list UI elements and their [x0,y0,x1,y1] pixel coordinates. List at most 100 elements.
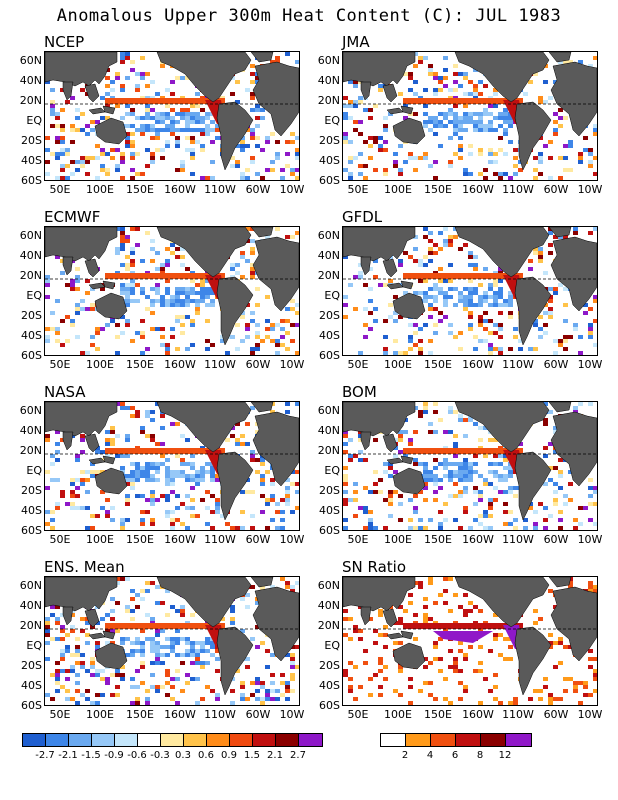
anomaly-cell [135,470,140,474]
anomaly-cell [588,589,593,593]
anomaly-cell [185,299,190,303]
anomaly-cell [413,510,418,514]
anomaly-cell [290,661,295,665]
anomaly-cell [448,462,453,466]
land-mass [386,632,404,640]
anomaly-cell [508,474,513,478]
anomaly-cell [448,239,453,243]
anomaly-cell [403,430,408,434]
anomaly-cell [65,315,70,319]
anomaly-cell [130,641,135,645]
anomaly-cell [140,331,145,335]
anomaly-cell [240,693,245,697]
anomaly-cell [593,343,597,347]
anomaly-cell [170,299,175,303]
equatorial-warm-band [105,448,225,454]
anomaly-cell [195,514,200,518]
anomaly-cell [95,331,100,335]
anomaly-cell [413,92,418,96]
anomaly-cell [363,176,368,180]
anomaly-cell [438,311,443,315]
latitude-label: 60S [21,174,42,187]
anomaly-cell [433,323,438,327]
anomaly-cell [170,108,175,112]
anomaly-cell [383,283,388,287]
map-panel: JMA 60N 40N 20N EQ 20S 40S 60S 50E 100E 150E 160W 11… [298,33,603,203]
anomaly-cell [170,518,175,522]
anomaly-cell [543,482,548,486]
anomaly-cell [170,490,175,494]
anomaly-cell [548,96,553,100]
anomaly-cell [433,641,438,645]
anomaly-cell [503,522,508,526]
anomaly-cell [503,132,508,136]
anomaly-cell [538,100,543,104]
anomaly-cell [433,243,438,247]
anomaly-cell [433,120,438,124]
anomaly-cell [115,227,120,231]
anomaly-cell [250,323,255,327]
anomaly-cell [175,144,180,148]
anomaly-cell [513,526,518,530]
anomaly-cell [150,116,155,120]
anomaly-cell [573,231,578,235]
anomaly-cell [170,422,175,426]
longitude-label: 110W [502,533,534,546]
anomaly-cell [230,263,235,267]
anomaly-cell [423,406,428,410]
anomaly-cell [55,152,60,156]
anomaly-cell [130,339,135,343]
anomaly-cell [358,470,363,474]
anomaly-cell [343,498,348,502]
anomaly-cell [125,486,130,490]
anomaly-cell [413,104,418,108]
anomaly-cell [363,510,368,514]
anomaly-cell [383,347,388,351]
anomaly-cell [553,641,558,645]
longitude-label: 160W [164,183,196,196]
anomaly-cell [85,526,90,530]
anomaly-cell [513,498,518,502]
latitude-label: 40S [21,679,42,692]
anomaly-cell [413,331,418,335]
anomaly-cell [558,347,563,351]
anomaly-cell [275,351,280,355]
anomaly-cell [175,140,180,144]
anomaly-cell [433,410,438,414]
anomaly-cell [150,438,155,442]
anomaly-cell [240,275,245,279]
anomaly-cell [185,506,190,510]
anomaly-cell [50,605,55,609]
anomaly-cell [250,271,255,275]
anomaly-cell [458,299,463,303]
anomaly-cell [503,454,508,458]
anomaly-cell [285,653,290,657]
latitude-label: 40N [19,424,42,437]
anomaly-cell [458,681,463,685]
anomaly-cell [165,343,170,347]
anomaly-cell [285,490,290,494]
anomaly-cell [45,510,50,514]
anomaly-cell [250,263,255,267]
anomaly-cell [270,410,275,414]
anomaly-cell [250,458,255,462]
anomaly-cell [250,311,255,315]
anomaly-cell [100,669,105,673]
anomaly-cell [205,176,210,180]
anomaly-cell [110,693,115,697]
anomaly-cell [200,649,205,653]
anomaly-cell [353,697,358,701]
land-mass [548,577,572,588]
anomaly-cell [493,438,498,442]
anomaly-cell [70,160,75,164]
anomaly-cell [215,506,220,510]
anomaly-cell [175,470,180,474]
anomaly-cell [463,243,468,247]
anomaly-cell [75,96,80,100]
anomaly-cell [235,677,240,681]
anomaly-cell [80,283,85,287]
anomaly-cell [90,701,95,705]
anomaly-cell [185,136,190,140]
anomaly-cell [588,148,593,152]
anomaly-cell [285,235,290,239]
